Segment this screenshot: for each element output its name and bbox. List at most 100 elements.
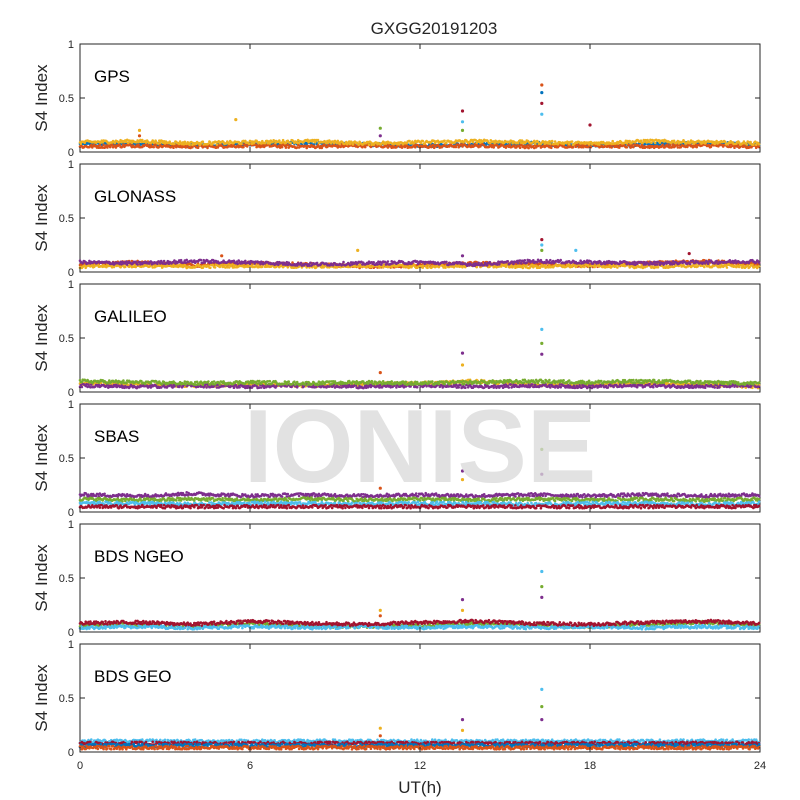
spike-point [540,112,544,116]
spike-point [540,243,544,247]
panel-frame [79,43,761,153]
data-point [289,141,292,145]
data-point [723,140,727,144]
data-point [661,143,664,147]
data-point [593,265,596,269]
data-point [516,261,520,265]
data-point [445,260,448,264]
y-axis-label: S4 Index [32,184,51,252]
spike-point [460,128,465,132]
data-point [656,266,660,269]
series-2 [78,142,761,150]
data-point [102,143,105,147]
data-point [757,143,761,146]
data-point [245,145,249,148]
data-point [570,140,574,143]
spike-point [460,120,465,124]
data-point [506,260,510,263]
data-point [210,261,213,264]
data-point [549,258,552,262]
data-point [242,145,245,149]
spike-point [137,134,142,138]
data-point [706,262,710,266]
spike-point [540,248,544,252]
data-point [367,143,371,146]
data-point [550,146,553,150]
panel-frame [79,283,761,393]
data-point [98,143,102,147]
data-point [284,146,288,149]
y-tick-label: 1 [68,39,74,51]
spike-point [540,238,544,242]
data-point [611,139,614,143]
data-point [485,264,489,267]
y-tick-label: 0 [68,147,74,159]
y-tick-label: 1 [68,159,74,171]
data-point [550,139,554,143]
spike-point [574,248,578,252]
spike-point [378,134,382,138]
data-point [209,266,212,270]
data-point [172,146,175,149]
data-point [421,139,425,143]
data-point [213,266,217,269]
data-point [518,146,522,149]
spike-point [220,254,224,258]
data-point [523,259,527,262]
figure-title: GXGG20191203 [371,19,498,38]
data-point [280,145,284,149]
data-point [152,145,155,149]
data-point [342,260,345,264]
data-point [559,258,562,262]
data-point [715,259,718,263]
data-point [240,142,243,145]
data-point [745,143,749,146]
spike-point [356,248,360,252]
data-point [156,262,159,266]
data-point [725,266,729,269]
data-point [309,261,312,265]
data-point [618,146,621,149]
data-point [179,258,183,262]
data-point [519,261,523,265]
data-point [315,261,319,265]
data-point [508,143,512,147]
data-point [386,260,390,263]
data-point [124,265,127,269]
data-point [655,263,659,266]
data-point [521,266,525,270]
data-point [97,146,101,149]
data-point [757,261,761,264]
panel-label: GPS [94,67,130,86]
spike-point [687,252,691,256]
data-point [688,262,692,266]
data-point [316,138,320,142]
spike-point [540,83,544,87]
data-point [244,259,247,263]
panel-label: GLONASS [94,187,176,206]
data-point [110,143,114,146]
y-axis-label: S4 Index [32,64,51,132]
data-point [188,143,191,146]
data-point [248,262,252,266]
data-point [553,140,557,143]
data-point [363,145,367,149]
data-point [751,263,754,267]
data-point [101,146,104,149]
data-point [421,266,425,269]
data-point [201,140,205,143]
spike-point [540,101,544,105]
spike-point [137,128,142,132]
spike-point [460,109,465,113]
data-point [625,146,629,149]
data-point [454,145,458,149]
data-point [136,263,139,266]
data-point [443,139,446,143]
data-points [78,138,761,150]
data-point [81,262,85,265]
data-point [286,266,290,269]
